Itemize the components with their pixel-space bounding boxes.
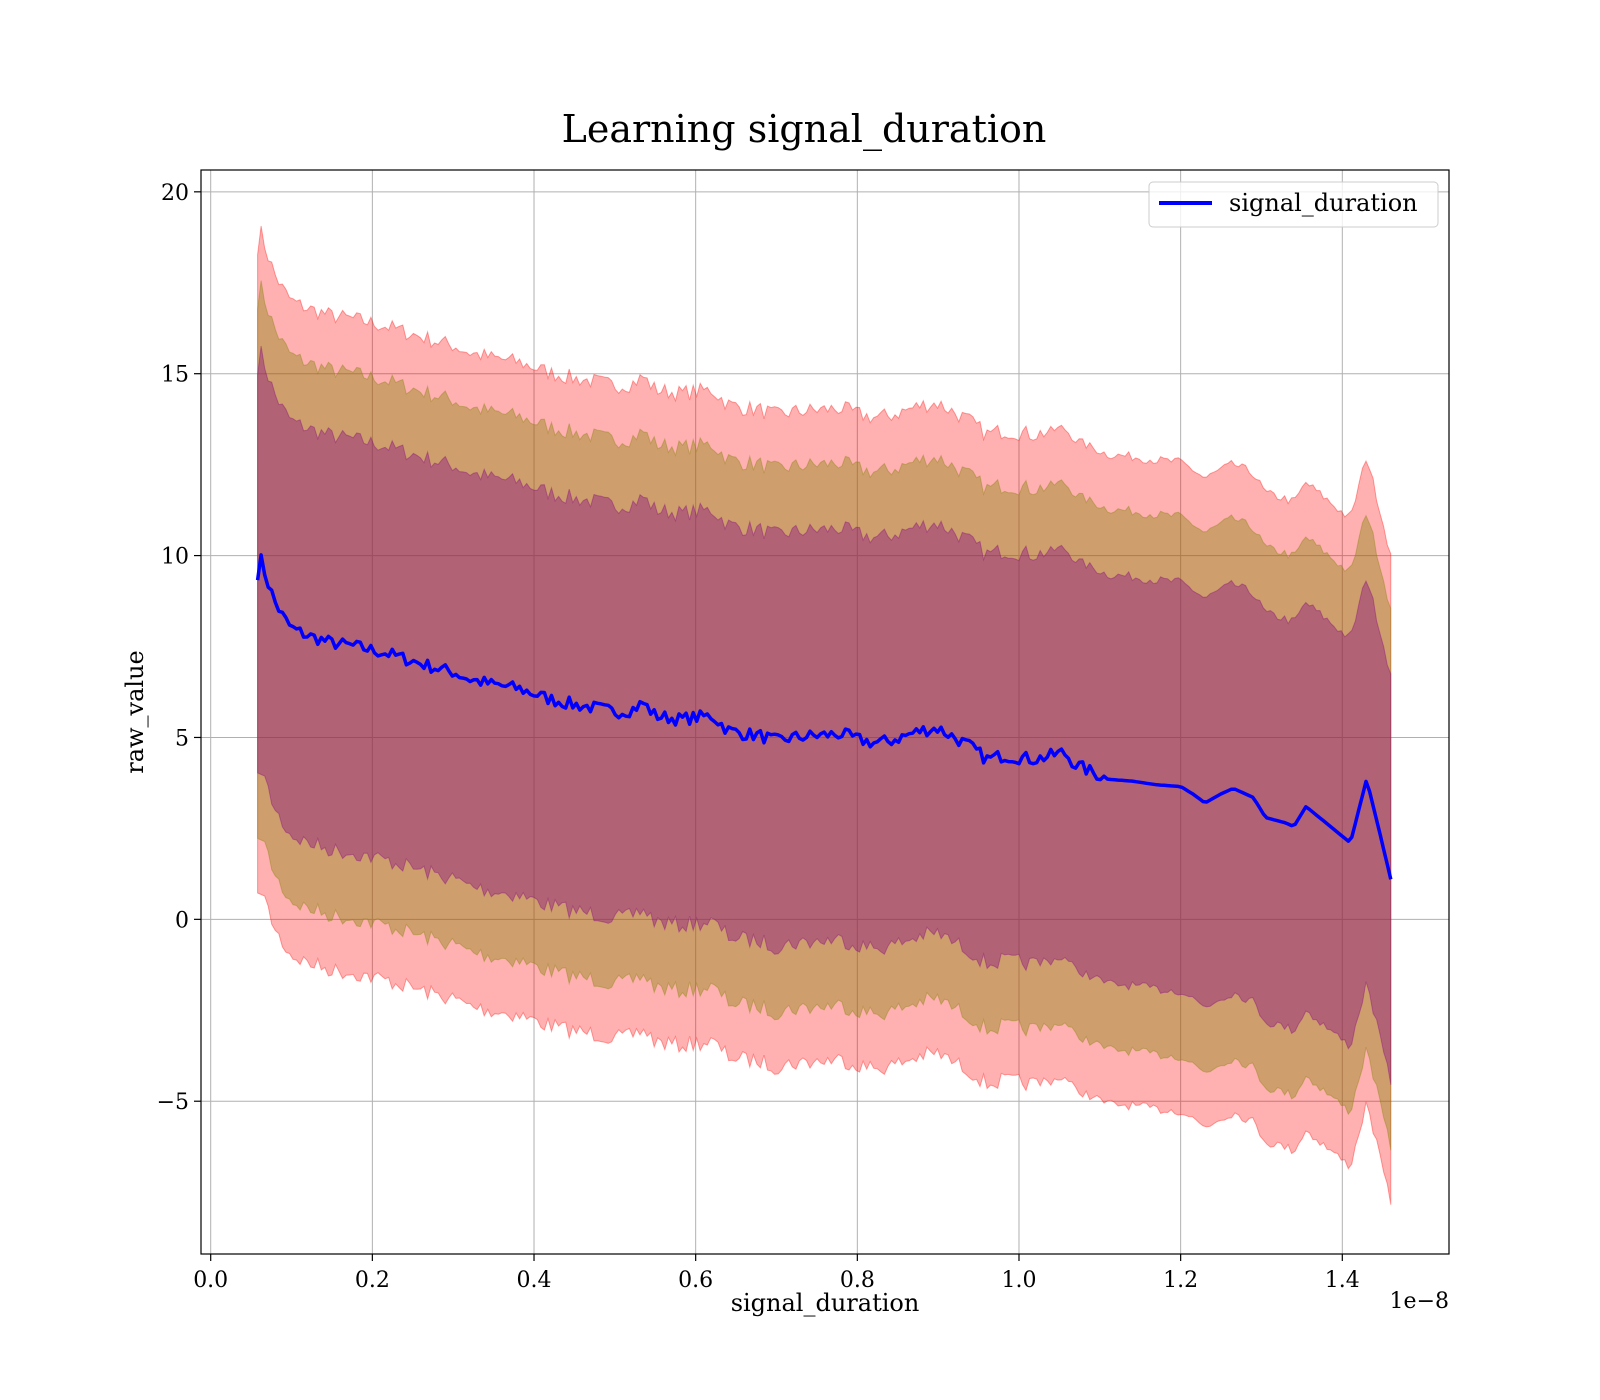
x-tick-label-2: 0.4: [517, 1268, 552, 1293]
y-tick-label-2: 5: [175, 726, 189, 751]
chart-title: Learning signal_duration: [562, 107, 1047, 152]
y-tick-label-3: 10: [161, 545, 189, 570]
x-tick-label-3: 0.6: [678, 1268, 713, 1293]
confidence-band-2: [257, 345, 1392, 1085]
series-line-signal-duration: [255, 553, 1393, 880]
x-axis-label: signal_duration: [731, 1289, 920, 1317]
x-axis-offset-text: 1e−8: [1390, 1289, 1449, 1314]
series-lines: [255, 553, 1393, 880]
y-tick-label-5: 20: [161, 181, 189, 206]
x-tick-label-7: 1.4: [1325, 1268, 1360, 1293]
x-tick-label-6: 1.2: [1163, 1268, 1198, 1293]
y-tick-label-1: 0: [175, 908, 189, 933]
y-tick-label-0: −5: [157, 1090, 189, 1115]
y-axis-label: raw_value: [121, 650, 149, 774]
x-tick-label-0: 0.0: [193, 1268, 228, 1293]
y-axis-ticks: −5 0 5 10 15 20: [157, 181, 201, 1115]
confidence-band-0: [257, 225, 1392, 1205]
plot-frame: [200, 169, 1450, 1255]
x-tick-label-4: 0.8: [840, 1268, 875, 1293]
y-tick-label-4: 15: [161, 363, 189, 388]
confidence-bands: [257, 225, 1392, 1205]
confidence-band-1: [257, 280, 1392, 1151]
legend-label: signal_duration: [1229, 189, 1418, 217]
x-tick-label-5: 1.0: [1001, 1268, 1036, 1293]
legend-box: [1148, 181, 1439, 228]
x-axis-ticks: 0.0 0.2 0.4 0.6 0.8 1.0 1.2 1.4: [193, 1254, 1360, 1293]
x-tick-label-1: 0.2: [355, 1268, 390, 1293]
legend: signal_duration: [1148, 181, 1439, 228]
